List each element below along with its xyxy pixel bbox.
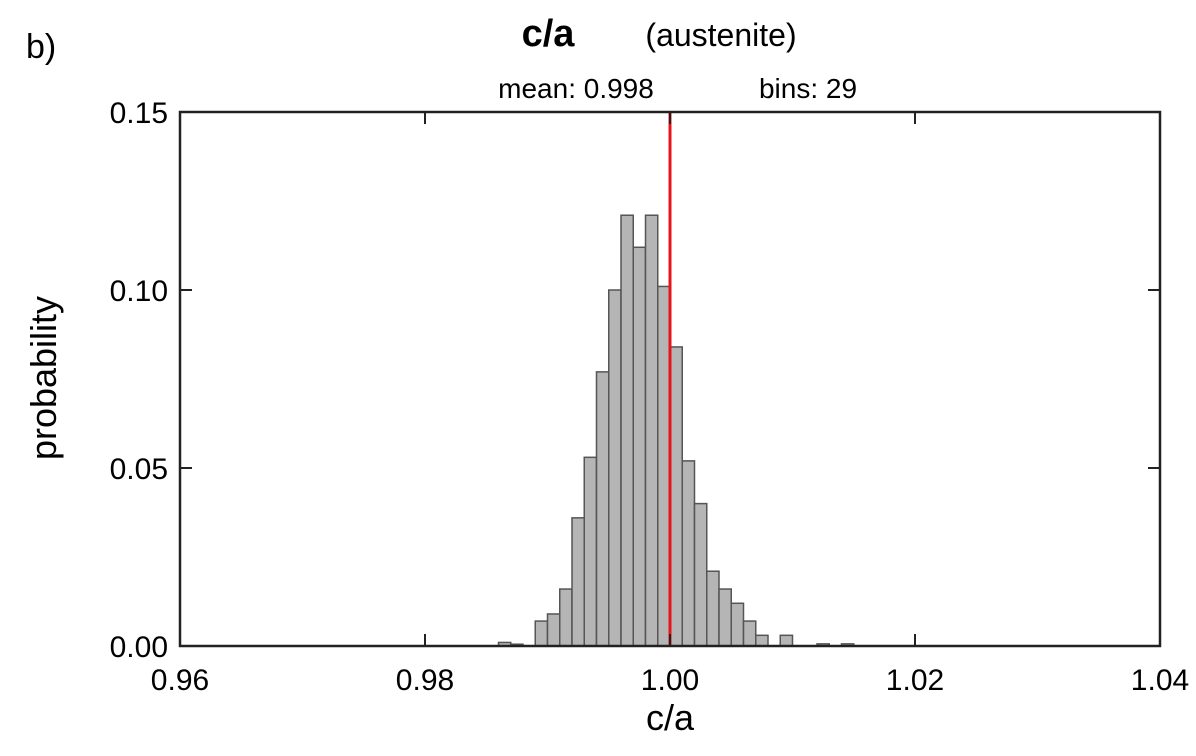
- histogram-bar: [657, 285, 671, 647]
- y-tick-label: 0.00: [110, 631, 168, 664]
- histogram-bars: [497, 214, 855, 647]
- y-tick-label: 0.10: [110, 275, 168, 308]
- histogram-bar: [755, 634, 769, 647]
- histogram-bar: [706, 570, 720, 647]
- histogram-bar: [632, 246, 647, 647]
- chart-title: c/a: [522, 13, 576, 55]
- y-tick-label: 0.05: [110, 453, 168, 486]
- y-axis-label: probability: [23, 296, 64, 460]
- histogram-bar: [718, 588, 732, 647]
- x-tick-label: 1.02: [886, 664, 944, 697]
- axis-ticks: 0.96 0.98 1.00 1.02 1.04 0.00 0.05 0.10 0.15: [110, 97, 1190, 697]
- x-tick-label: 1.00: [641, 664, 699, 697]
- panel-label: b): [26, 28, 56, 66]
- x-axis-label: c/a: [646, 697, 695, 738]
- histogram-bar: [644, 214, 659, 647]
- histogram-bar: [595, 371, 610, 647]
- histogram-bar: [779, 634, 794, 647]
- chart-subtitle: (austenite): [645, 17, 796, 53]
- histogram-bar: [559, 588, 573, 647]
- histogram-bar: [730, 602, 745, 647]
- histogram-bar: [620, 214, 634, 647]
- histogram-bar: [546, 613, 561, 647]
- histogram-bar: [693, 502, 708, 647]
- histogram-bar: [742, 620, 757, 647]
- y-tick-label: 0.15: [110, 97, 168, 130]
- histogram-bar: [681, 460, 696, 647]
- histogram-bar: [608, 289, 622, 647]
- histogram-bar: [583, 456, 598, 647]
- histogram-bar: [669, 346, 683, 647]
- x-tick-label: 0.96: [151, 664, 209, 697]
- plot-frame: [178, 110, 1162, 648]
- mean-info: mean: 0.998: [498, 73, 654, 104]
- x-tick-label: 0.98: [396, 664, 454, 697]
- x-tick-label: 1.04: [1131, 664, 1189, 697]
- histogram-bar: [534, 620, 549, 647]
- bins-info: bins: 29: [759, 73, 857, 104]
- histogram-bar: [571, 517, 585, 647]
